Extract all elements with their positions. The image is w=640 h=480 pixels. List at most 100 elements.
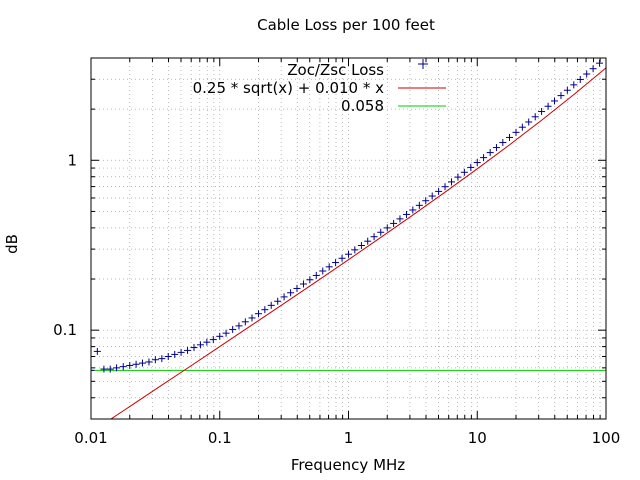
data-point — [480, 154, 488, 162]
data-point — [255, 310, 263, 318]
y-tick-label: 0.1 — [53, 321, 77, 339]
data-point — [338, 254, 346, 262]
data-point — [512, 128, 520, 136]
data-point — [151, 356, 159, 364]
data-point — [145, 358, 153, 366]
data-point — [203, 338, 211, 346]
data-point — [190, 344, 198, 352]
x-tick-label: 10 — [468, 429, 487, 447]
data-point — [396, 215, 404, 223]
data-point — [486, 149, 494, 157]
x-tick-label: 0.1 — [208, 429, 232, 447]
data-point — [505, 133, 513, 141]
data-point — [409, 206, 417, 214]
data-point — [351, 246, 359, 254]
data-point — [306, 276, 314, 284]
data-point — [312, 271, 320, 279]
data-point — [518, 123, 526, 131]
data-point — [280, 293, 288, 301]
data-point — [184, 346, 192, 354]
data-point — [402, 210, 410, 218]
data-point — [557, 92, 565, 100]
data-point — [576, 75, 584, 83]
data-point — [563, 86, 571, 94]
y-tick-label: 1 — [67, 151, 77, 169]
data-point — [126, 361, 134, 369]
x-tick-label: 100 — [592, 429, 621, 447]
data-point — [235, 322, 243, 330]
plot-area — [91, 58, 606, 419]
data-point — [91, 366, 95, 374]
x-tick-label: 0.01 — [74, 429, 107, 447]
data-point — [261, 306, 269, 314]
data-point — [525, 118, 533, 126]
data-point — [383, 224, 391, 232]
legend: Zoc/Zsc Loss 0.25 * sqrt(x) + 0.010 * x … — [193, 59, 446, 115]
data-point — [538, 108, 546, 116]
data-point — [377, 228, 385, 236]
data-point — [287, 289, 295, 297]
data-point — [216, 332, 224, 340]
plot-series — [91, 58, 606, 419]
data-point — [583, 70, 591, 78]
legend-marker-measured — [418, 59, 428, 69]
data-point — [435, 187, 443, 195]
data-point — [454, 173, 462, 181]
data-point — [460, 168, 468, 176]
data-point — [113, 364, 121, 372]
legend-label-constant: 0.058 — [341, 97, 384, 115]
data-point — [274, 297, 282, 305]
data-point — [364, 237, 372, 245]
data-point — [171, 350, 179, 358]
data-point — [209, 336, 217, 344]
data-point — [138, 359, 146, 367]
data-point — [267, 301, 275, 309]
data-point — [248, 314, 256, 322]
data-point — [570, 81, 578, 89]
plot-frame — [90, 57, 607, 420]
chart-title: Cable Loss per 100 feet — [257, 16, 435, 34]
data-point — [492, 144, 500, 152]
data-point — [325, 263, 333, 271]
legend-label-model: 0.25 * sqrt(x) + 0.010 * x — [193, 79, 384, 97]
data-point — [196, 341, 204, 349]
data-point — [319, 267, 327, 275]
data-point — [370, 233, 378, 241]
grid — [91, 58, 606, 419]
data-point — [106, 365, 114, 373]
data-point — [550, 97, 558, 105]
data-point — [241, 318, 249, 326]
data-point — [428, 192, 436, 200]
data-point — [499, 139, 507, 147]
x-axis-label: Frequency MHz — [291, 456, 405, 474]
data-point — [164, 352, 172, 360]
data-point — [158, 355, 166, 363]
data-point — [222, 329, 230, 337]
data-point — [448, 178, 456, 186]
data-point — [345, 250, 352, 258]
data-point — [531, 113, 539, 121]
data-point — [119, 363, 127, 371]
data-point — [473, 159, 481, 167]
series-line-model — [110, 67, 606, 419]
data-point — [299, 280, 307, 288]
data-point — [132, 360, 140, 368]
data-point — [229, 325, 237, 333]
data-point — [332, 259, 340, 267]
data-point — [100, 365, 108, 373]
data-point — [544, 102, 552, 110]
data-point — [357, 242, 365, 250]
data-point — [467, 163, 475, 171]
data-point — [93, 347, 101, 355]
data-point — [390, 219, 398, 227]
legend-label-measured: Zoc/Zsc Loss — [287, 61, 384, 79]
y-axis-label: dB — [3, 234, 21, 254]
data-point — [293, 284, 301, 292]
data-point — [415, 201, 423, 209]
data-point — [589, 65, 597, 73]
data-point — [177, 348, 185, 356]
x-tick-label: 1 — [344, 429, 354, 447]
data-point — [422, 197, 430, 205]
